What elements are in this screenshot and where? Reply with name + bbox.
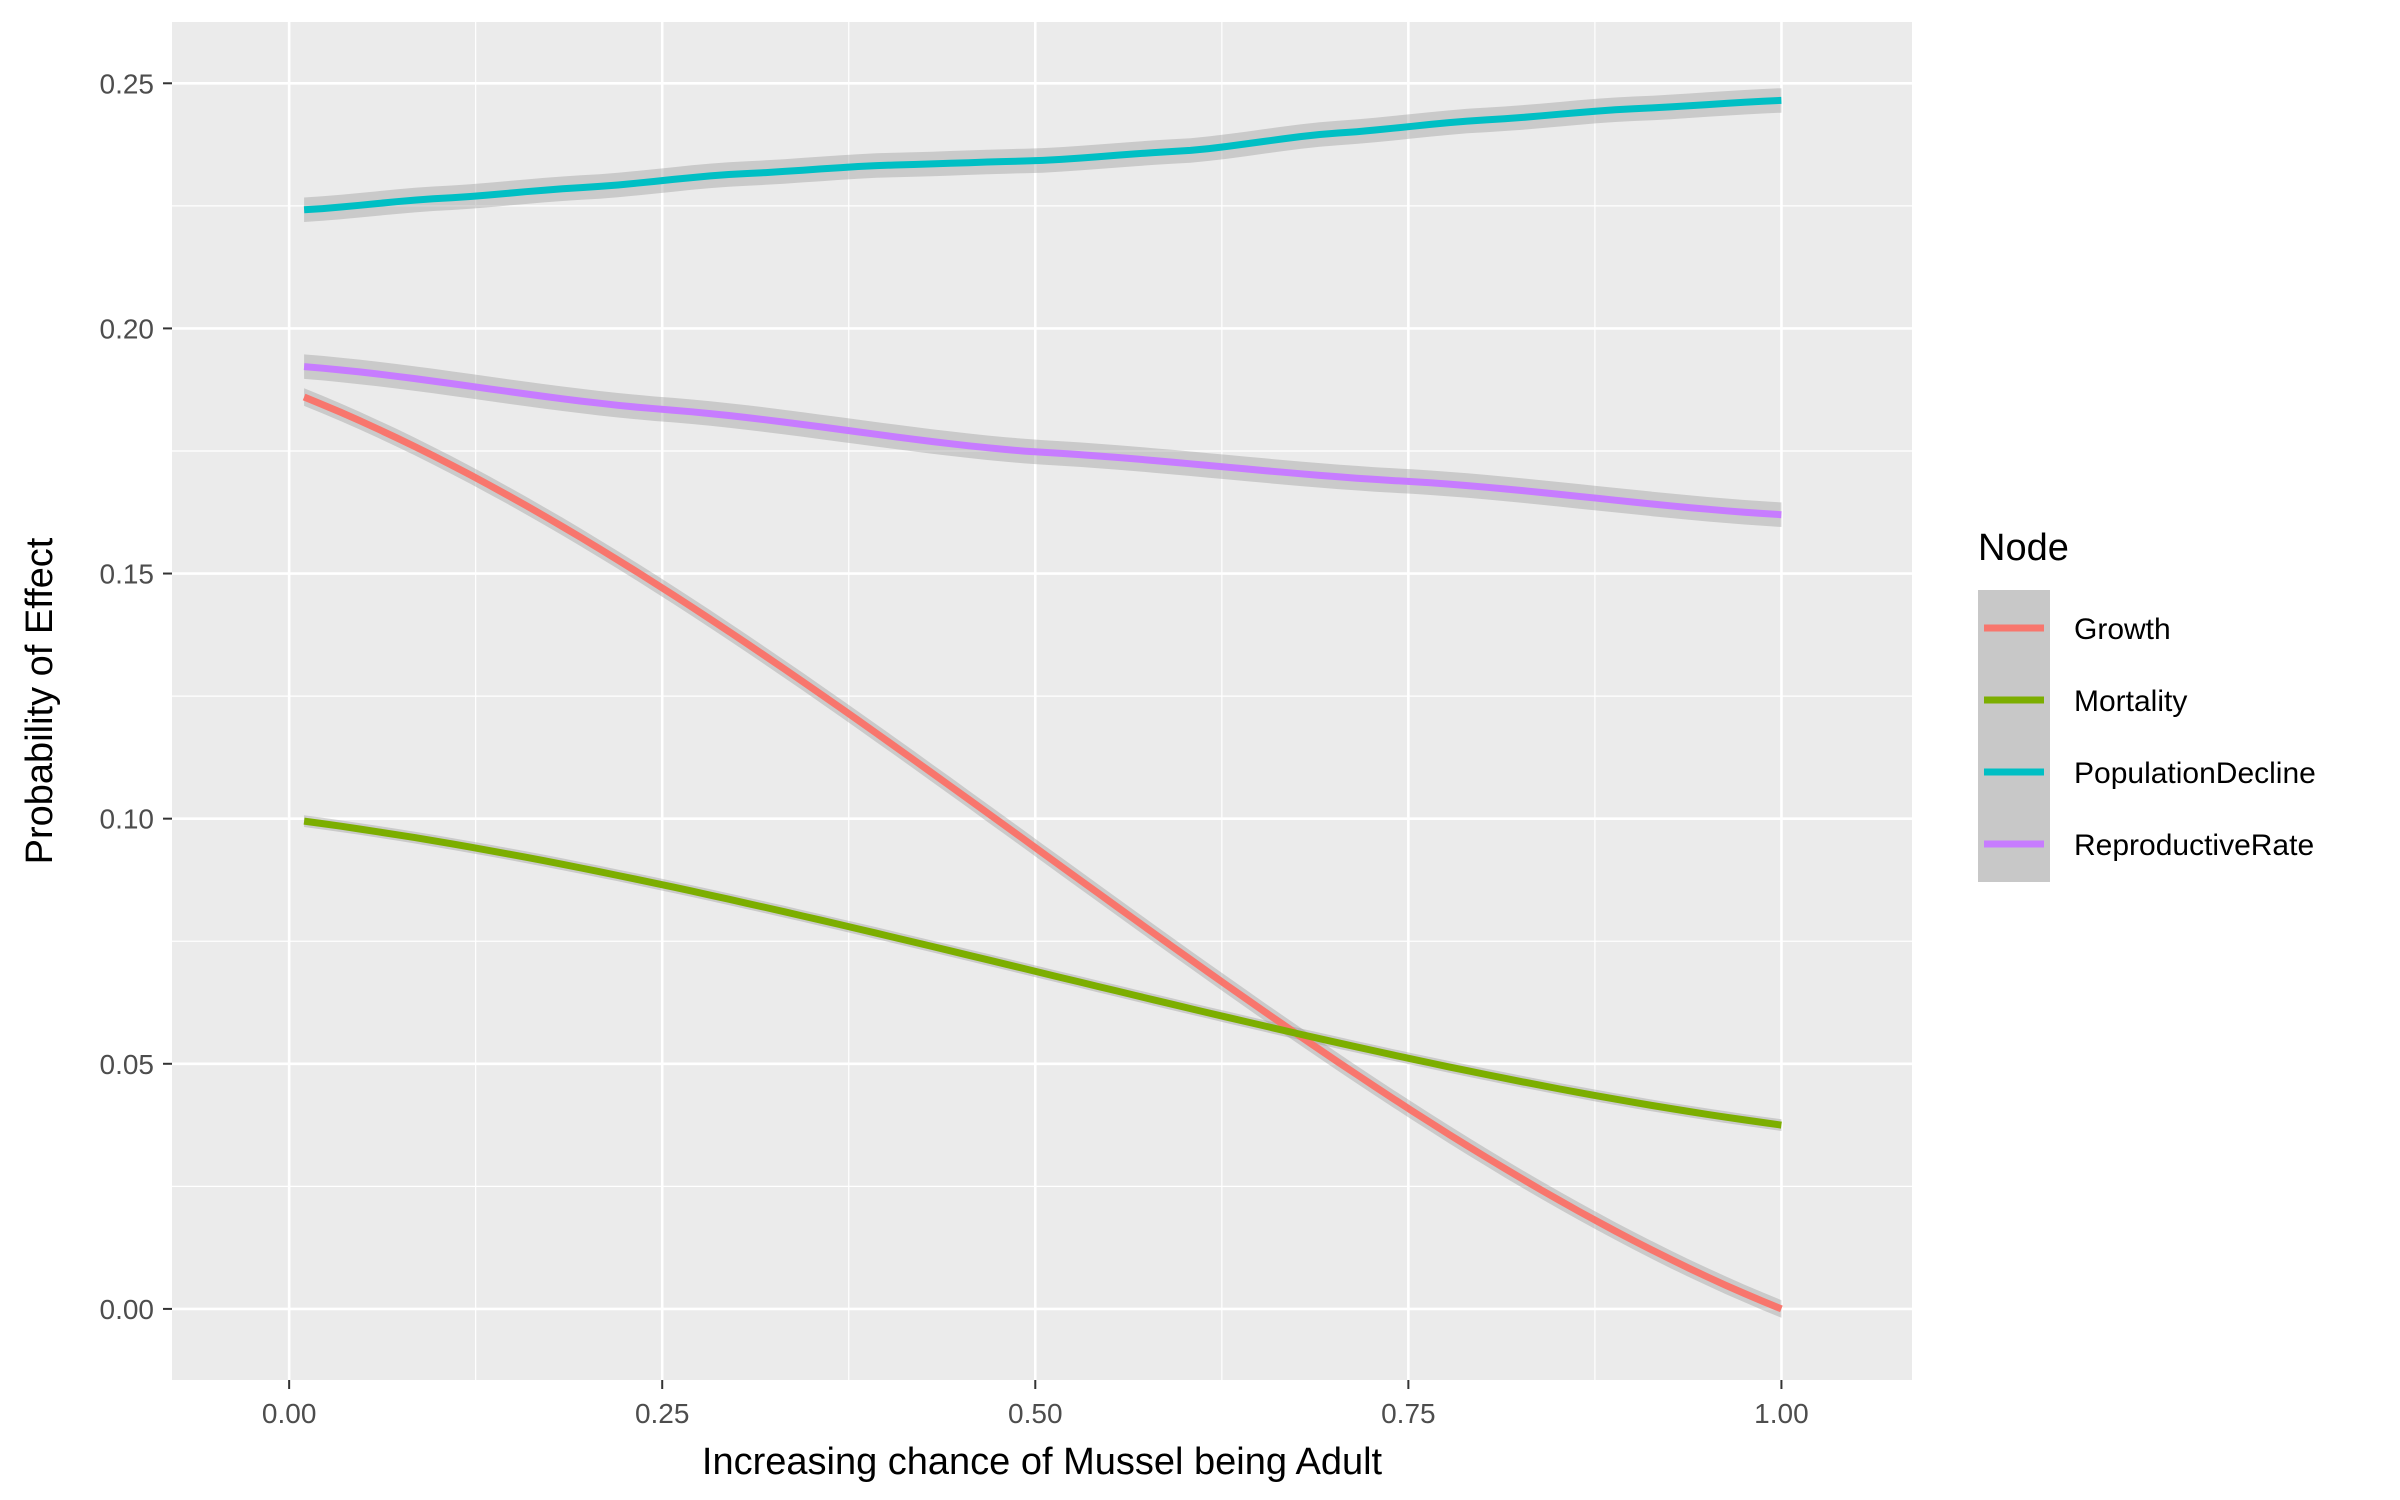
legend: Node Growth Mortality PopulationDecline Rep… [1978,527,2316,882]
legend-key-background [1978,590,2050,882]
legend-title: Node [1978,527,2069,569]
x-axis-ticks: 0.00 0.25 0.50 0.75 1.00 [262,1380,1809,1429]
x-tick-label: 0.75 [1381,1398,1436,1429]
minor-gridlines [172,22,1912,1380]
series-lines [302,96,1783,1313]
x-axis-title: Increasing chance of Mussel being Adult [702,1441,1383,1483]
y-tick-label: 0.20 [100,313,155,344]
plot-panel [172,22,1912,1380]
y-tick-label: 0.10 [100,804,155,835]
x-tick-label: 0.50 [1008,1398,1063,1429]
confidence-band-populationdecline [304,88,1782,222]
series-line-mortality [303,817,1782,1129]
legend-label-growth: Growth [2074,613,2171,646]
legend-label-populationdecline: PopulationDecline [2074,757,2316,790]
y-tick-label: 0.05 [100,1049,155,1080]
legend-label-reproductiverate: ReproductiveRate [2074,829,2314,862]
x-tick-label: 0.00 [262,1398,317,1429]
major-gridlines [172,22,1912,1380]
y-tick-label: 0.00 [100,1294,155,1325]
legend-items: Growth Mortality PopulationDecline Reproduc… [1984,613,2316,862]
series-line-populationdecline [303,96,1782,214]
legend-label-mortality: Mortality [2074,685,2187,718]
y-tick-label: 0.25 [100,68,155,99]
y-tick-label: 0.15 [100,559,155,590]
series-line-growth [302,393,1783,1313]
y-axis-ticks: 0.00 0.05 0.10 0.15 0.20 0.25 [100,68,172,1325]
y-axis-title: Probability of Effect [19,537,61,864]
x-tick-label: 1.00 [1754,1398,1809,1429]
series-line-reproductiverate [303,363,1782,519]
x-tick-label: 0.25 [635,1398,690,1429]
